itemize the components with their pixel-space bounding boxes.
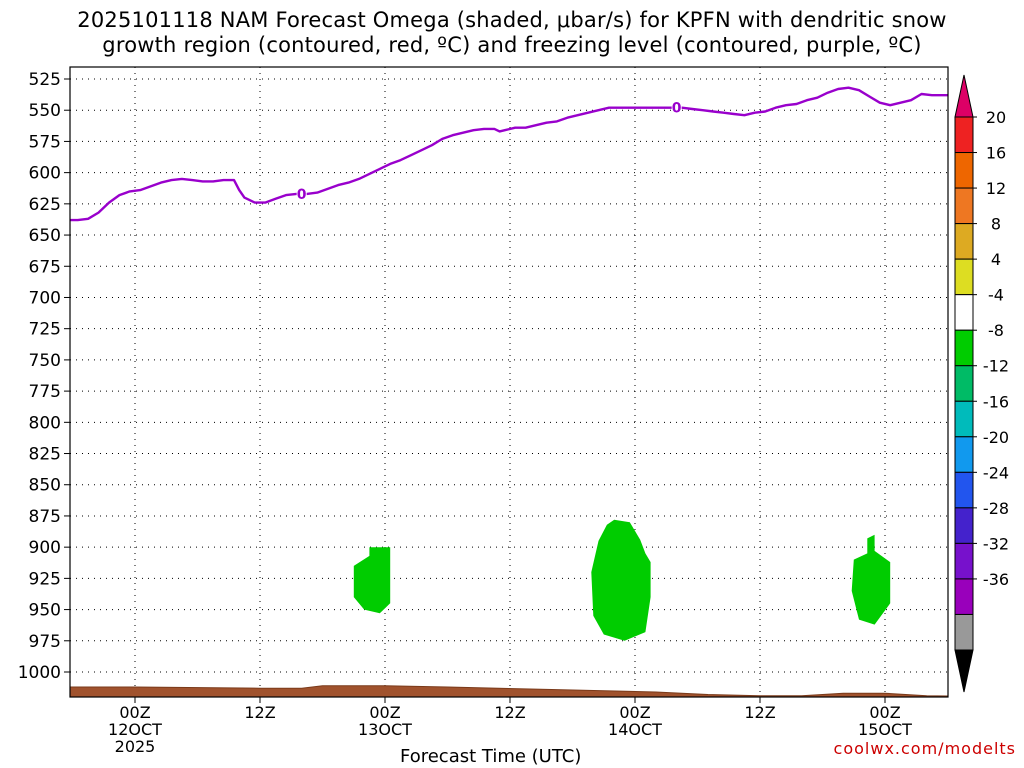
x-tick-label: 12Z: [494, 703, 525, 722]
colorbar-swatch: [954, 436, 974, 473]
colorbar-swatch: [954, 223, 974, 260]
colorbar-label: 12: [986, 179, 1006, 198]
colorbar-label: -20: [983, 428, 1009, 447]
colorbar-label: -8: [988, 321, 1004, 340]
x-tick-label: 12Z: [744, 703, 775, 722]
colorbar-swatch: [954, 507, 974, 544]
plot-content: 00: [70, 86, 948, 697]
y-tick-label: 850: [29, 476, 61, 496]
colorbar-swatch: [954, 542, 974, 580]
x-axis-title: Forecast Time (UTC): [400, 746, 582, 767]
y-tick-label: 625: [29, 195, 61, 215]
watermark: coolwx.com/modelts: [833, 739, 1016, 758]
y-tick-label: 675: [29, 257, 61, 277]
omega-shaded-region: [851, 534, 891, 625]
y-tick-label: 575: [29, 132, 61, 152]
colorbar-label: 20: [986, 108, 1006, 127]
x-tick-label: 2025: [115, 737, 156, 756]
colorbar-swatch: [954, 578, 974, 615]
x-tick-label: 12Z: [244, 703, 275, 722]
plot-frame: [69, 66, 949, 698]
colorbar-top-triangle: [954, 74, 974, 118]
colorbar: [954, 74, 977, 693]
y-tick-label: 775: [29, 382, 61, 402]
chart-title-line-2: growth region (contoured, red, ºC) and f…: [102, 33, 922, 57]
colorbar-bottom-triangle: [954, 649, 974, 693]
colorbar-label: -24: [983, 463, 1009, 482]
x-tick-label: 14OCT: [608, 720, 662, 739]
x-tick-label: 12OCT: [108, 720, 162, 739]
y-tick-label: 550: [29, 101, 61, 121]
colorbar-label: -32: [983, 534, 1009, 553]
chart-title-line-1: 2025101118 NAM Forecast Omega (shaded, μ…: [77, 8, 947, 32]
colorbar-swatch: [954, 613, 974, 651]
x-tick-label: 00Z: [119, 703, 150, 722]
colorbar-label: -4: [988, 286, 1004, 305]
y-tick-label: 525: [29, 70, 61, 90]
colorbar-swatch: [954, 152, 974, 189]
colorbar-swatch: [954, 294, 974, 331]
y-tick-label: 650: [29, 226, 61, 246]
y-tick-label: 700: [29, 288, 61, 308]
x-tick-label: 00Z: [869, 703, 900, 722]
omega-shaded-region: [353, 547, 391, 614]
y-tick-label: 900: [29, 538, 61, 558]
colorbar-label: 8: [991, 215, 1001, 234]
colorbar-swatch: [954, 365, 974, 402]
y-tick-label: 825: [29, 445, 61, 465]
colorbar-swatch: [954, 329, 974, 367]
y-tick-label: 925: [29, 569, 61, 589]
colorbar-label: -12: [983, 357, 1009, 376]
colorbar-swatch: [954, 116, 974, 154]
y-tick-label: 975: [29, 632, 61, 652]
y-tick-label: 750: [29, 351, 61, 371]
colorbar-label: -28: [983, 499, 1009, 518]
x-tick-label: 15OCT: [858, 720, 912, 739]
colorbar-label: -36: [983, 570, 1009, 589]
freezing-level-line: [70, 86, 948, 222]
omega-shaded-region: [591, 519, 651, 641]
freezing-level-label: 0: [672, 101, 682, 117]
y-tick-label: 725: [29, 320, 61, 340]
y-tick-label: 600: [29, 164, 61, 184]
freezing-level-label-bg: [296, 185, 307, 200]
colorbar-label: -16: [983, 392, 1009, 411]
chart-title: 2025101118 NAM Forecast Omega (shaded, μ…: [0, 8, 1024, 58]
y-tick-label: 1000: [18, 663, 61, 683]
terrain-surface: [70, 685, 948, 697]
x-tick-label: 00Z: [369, 703, 400, 722]
freezing-level-label-bg: [671, 99, 682, 114]
y-tick-label: 950: [29, 601, 61, 621]
colorbar-label: 16: [986, 144, 1006, 163]
colorbar-swatch: [954, 258, 974, 296]
freezing-level-label: 0: [297, 187, 307, 203]
colorbar-label: 4: [991, 250, 1001, 269]
x-tick-label: 13OCT: [358, 720, 412, 739]
colorbar-swatch: [954, 400, 974, 438]
y-tick-label: 875: [29, 507, 61, 527]
x-tick-label: 00Z: [619, 703, 650, 722]
colorbar-swatch: [954, 187, 974, 225]
y-tick-label: 800: [29, 413, 61, 433]
colorbar-swatch: [954, 471, 974, 509]
